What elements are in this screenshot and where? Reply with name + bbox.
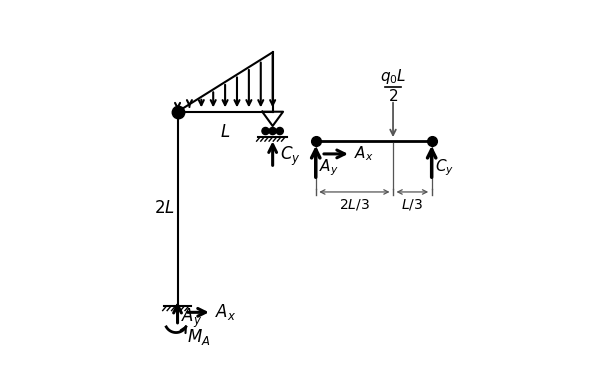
Text: $L/3$: $L/3$ xyxy=(401,197,424,212)
Text: $M_A$: $M_A$ xyxy=(188,327,211,347)
Text: $A_y$: $A_y$ xyxy=(319,158,339,178)
Text: $C_y$: $C_y$ xyxy=(280,145,301,168)
Text: $C_y$: $C_y$ xyxy=(435,158,454,178)
Text: $A_x$: $A_x$ xyxy=(215,302,237,322)
Text: $2$: $2$ xyxy=(388,88,398,104)
Text: $2L$: $2L$ xyxy=(154,199,175,217)
Text: $q_0 L$: $q_0 L$ xyxy=(380,67,407,86)
Text: $2L/3$: $2L/3$ xyxy=(339,197,370,212)
Text: $A_x$: $A_x$ xyxy=(354,145,373,163)
Text: $L$: $L$ xyxy=(220,123,230,141)
Circle shape xyxy=(262,127,269,135)
Circle shape xyxy=(276,127,283,135)
Circle shape xyxy=(269,127,276,135)
Text: $A_y$: $A_y$ xyxy=(181,306,202,330)
